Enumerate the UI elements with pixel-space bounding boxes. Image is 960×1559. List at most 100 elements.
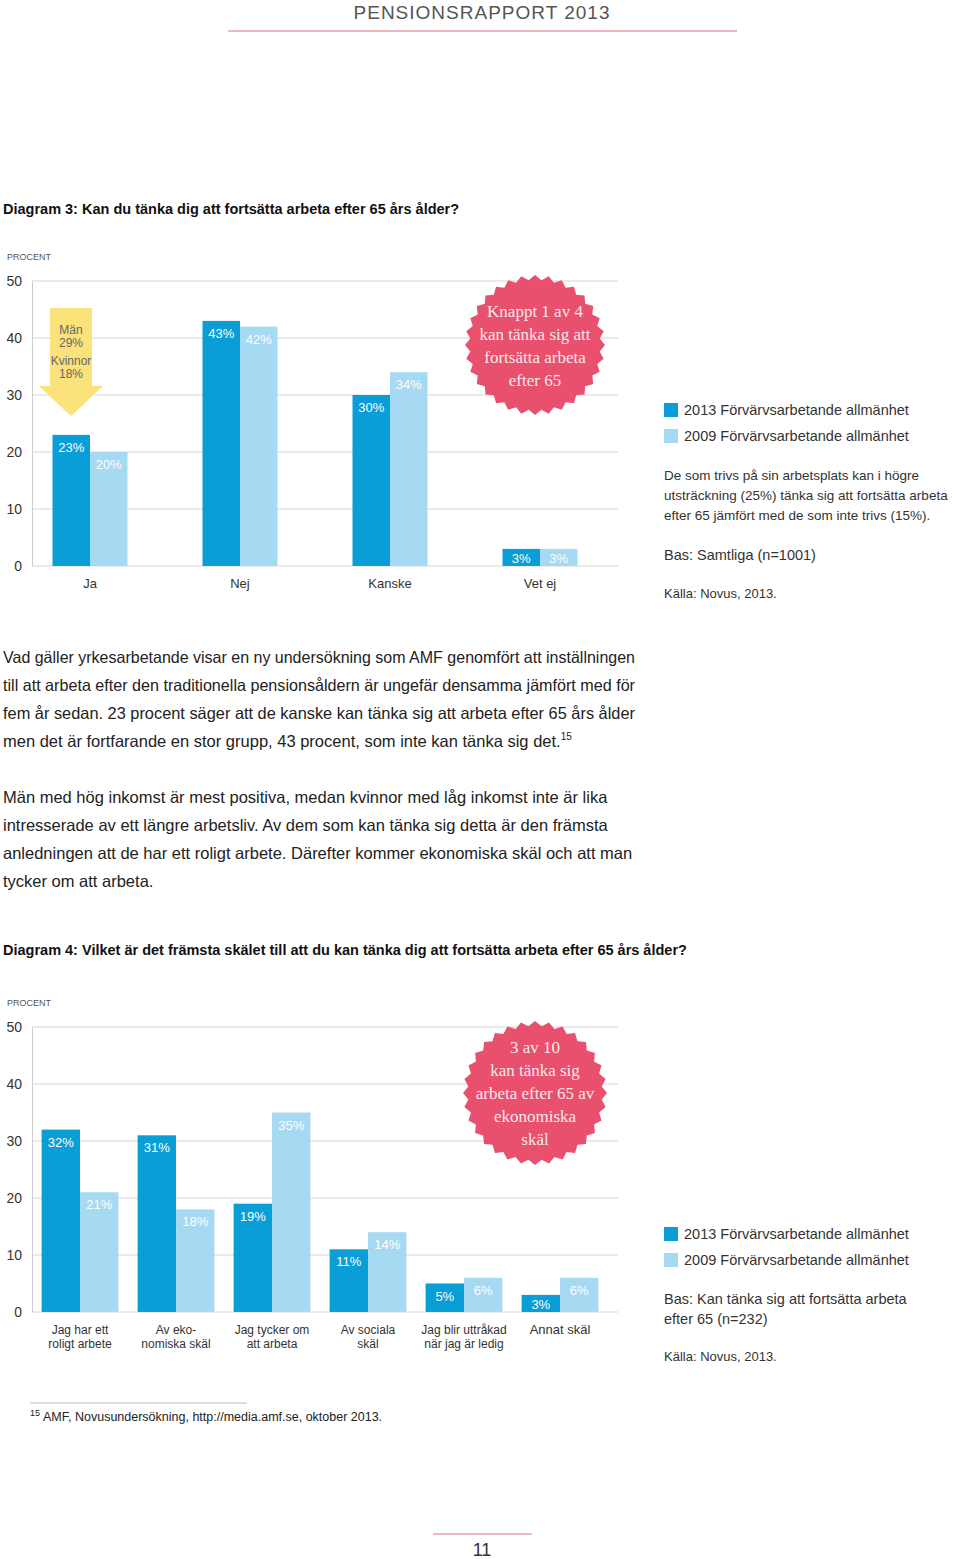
bar xyxy=(272,1113,310,1313)
bar xyxy=(203,321,241,566)
legend-label: 2013 Förvärvsarbetande allmänhet xyxy=(684,402,909,418)
data-label: 6% xyxy=(474,1283,493,1298)
data-label: 18% xyxy=(182,1214,208,1229)
body-text: Vad gäller yrkesarbetande visar en ny un… xyxy=(3,648,635,890)
bar xyxy=(522,1295,560,1312)
paragraph-text: men det är fortfarande en stor grupp, 43… xyxy=(3,732,561,750)
callout-text: kan tänka sig att xyxy=(480,325,591,344)
y-tick: 50 xyxy=(6,273,32,289)
footnote: 15AMF, Novusundersökning, http://media.a… xyxy=(30,1408,382,1424)
legend-swatch xyxy=(664,1227,678,1241)
data-label: 3% xyxy=(531,1297,550,1312)
callout: 3 av 10kan tänka sigarbeta efter 65 avek… xyxy=(463,1021,607,1165)
y-tick: 10 xyxy=(6,501,32,517)
chart: Diagram 3: Kan du tänka dig att fortsätt… xyxy=(3,201,948,601)
legend-label: 2009 Förvärvsarbetande allmänhet xyxy=(684,428,909,444)
footnote-rule xyxy=(30,1403,247,1404)
data-label: 20% xyxy=(96,457,122,472)
chart-note: efter 65 jämfört med de som inte trivs (… xyxy=(664,508,930,523)
y-tick-label: 40 xyxy=(6,1076,22,1092)
footnote-text: AMF, Novusundersökning, http://media.amf… xyxy=(43,1410,382,1424)
grid xyxy=(32,281,618,566)
arrow-annotation: Män29%Kvinnor18% xyxy=(39,308,103,416)
y-tick-label: 10 xyxy=(6,501,22,517)
header-title: PENSIONSRAPPORT 2013 xyxy=(354,2,611,23)
legend-swatch xyxy=(664,1253,678,1267)
y-tick-label: 30 xyxy=(6,1133,22,1149)
paragraph-line: anledningen att de har ett roligt arbete… xyxy=(3,844,632,862)
callout-text: 3 av 10 xyxy=(510,1038,560,1057)
chart-source: Källa: Novus, 2013. xyxy=(664,1349,777,1364)
paragraph-text: tycker om att arbeta. xyxy=(3,872,153,890)
paragraph-line: fem år sedan. 23 procent säger att de ka… xyxy=(3,704,635,722)
data-label: 35% xyxy=(278,1118,304,1133)
bar xyxy=(540,549,578,566)
paragraph-line: tycker om att arbeta. xyxy=(3,872,153,890)
arrow-annotation-text: 18% xyxy=(59,367,83,381)
callout-text: skäl xyxy=(521,1130,549,1149)
y-tick: 0 xyxy=(14,558,32,574)
bar xyxy=(426,1284,464,1313)
bar xyxy=(90,452,128,566)
legend-label: 2013 Förvärvsarbetande allmänhet xyxy=(684,1226,909,1242)
x-tick-label: Nej xyxy=(230,576,250,591)
callout-text: ekonomiska xyxy=(494,1107,577,1126)
x-tick-label: Av socialaskäl xyxy=(341,1323,396,1351)
data-label: 5% xyxy=(435,1289,454,1304)
footnote-number: 15 xyxy=(30,1408,40,1418)
data-label: 3% xyxy=(549,551,568,566)
bar xyxy=(368,1232,406,1312)
x-tick-label: Av eko-nomiska skäl xyxy=(141,1323,210,1351)
paragraph-text: Män med hög inkomst är mest positiva, me… xyxy=(3,788,608,806)
y-tick: 30 xyxy=(6,387,32,403)
chart-note: utsträckning (25%) tänka sig att fortsät… xyxy=(664,488,948,503)
y-tick-label: 0 xyxy=(14,558,22,574)
y-axis: 01020304050 xyxy=(6,273,32,574)
y-axis-label: PROCENT xyxy=(7,998,52,1008)
data-label: 32% xyxy=(48,1135,74,1150)
y-tick-label: 20 xyxy=(6,444,22,460)
data-label: 31% xyxy=(144,1140,170,1155)
x-tick-label: Annat skäl xyxy=(530,1322,591,1337)
paragraph-text: fem år sedan. 23 procent säger att de ka… xyxy=(3,704,635,722)
paragraph-text: anledningen att de har ett roligt arbete… xyxy=(3,844,632,862)
chart-base: Bas: Samtliga (n=1001) xyxy=(664,547,816,563)
y-axis-line xyxy=(32,1028,33,1313)
y-tick-label: 10 xyxy=(6,1247,22,1263)
y-tick-label: 30 xyxy=(6,387,22,403)
paragraph-text: till att arbeta efter den traditionella … xyxy=(3,676,635,694)
paragraph-line: till att arbeta efter den traditionella … xyxy=(3,676,635,694)
bar xyxy=(80,1192,118,1312)
callout-text: Knappt 1 av 4 xyxy=(487,302,583,321)
data-label: 43% xyxy=(208,326,234,341)
chart-base: efter 65 (n=232) xyxy=(664,1311,768,1327)
bar xyxy=(560,1278,598,1312)
y-tick: 50 xyxy=(6,1019,32,1035)
data-label: 21% xyxy=(86,1197,112,1212)
y-axis-label: PROCENT xyxy=(7,252,52,262)
paragraph-line: intresserade av ett längre arbetsliv. Av… xyxy=(3,816,609,834)
bar xyxy=(390,372,428,566)
chart-source: Källa: Novus, 2013. xyxy=(664,586,777,601)
legend-swatch xyxy=(664,403,678,417)
y-axis: 01020304050 xyxy=(6,1019,32,1320)
legend: 2013 Förvärvsarbetande allmänhet2009 För… xyxy=(664,1226,909,1268)
data-label: 42% xyxy=(246,332,272,347)
data-label: 14% xyxy=(374,1237,400,1252)
paragraph-text: intresserade av ett längre arbetsliv. Av… xyxy=(3,816,609,834)
y-tick: 20 xyxy=(6,444,32,460)
data-label: 3% xyxy=(512,551,531,566)
data-label: 6% xyxy=(570,1283,589,1298)
footnote-ref: 15 xyxy=(561,731,573,742)
bar xyxy=(53,435,91,566)
legend: 2013 Förvärvsarbetande allmänhet 2009 För… xyxy=(664,402,909,444)
x-tick-label: Vet ej xyxy=(524,576,557,591)
header-rule xyxy=(228,30,737,32)
paragraph-text: Vad gäller yrkesarbetande visar en ny un… xyxy=(3,648,635,666)
grid xyxy=(32,1027,618,1312)
x-tick-label: Jag tycker omatt arbeta xyxy=(235,1323,310,1351)
y-tick: 30 xyxy=(6,1133,32,1149)
chart: Diagram 4: Vilket är det främsta skälet … xyxy=(3,942,909,1364)
data-label: 23% xyxy=(58,440,84,455)
paragraph-line: men det är fortfarande en stor grupp, 43… xyxy=(3,731,572,750)
